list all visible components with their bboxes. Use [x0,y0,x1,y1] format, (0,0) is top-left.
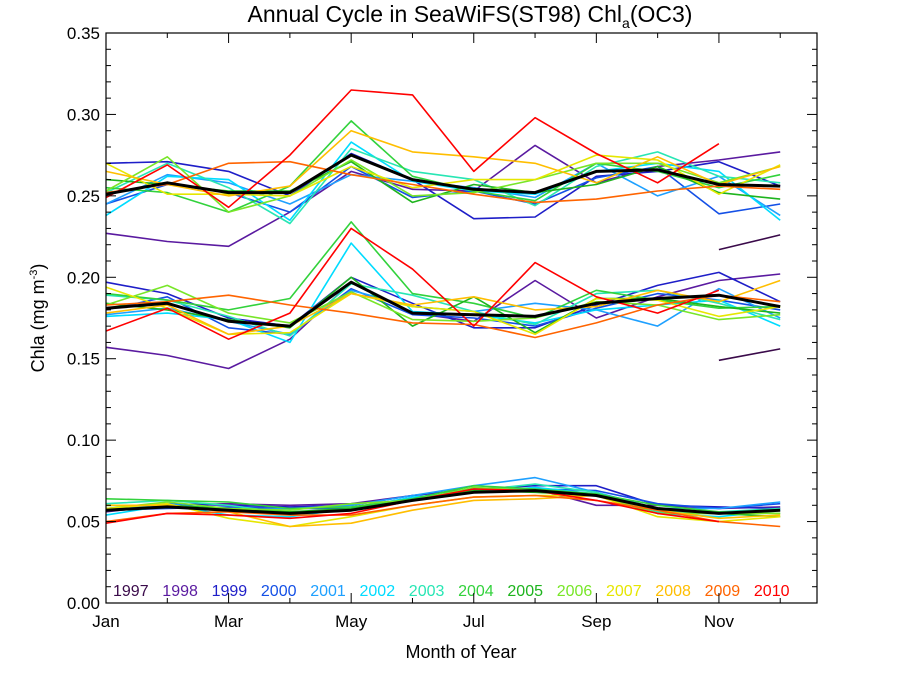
y-tick-label: 0.30 [67,105,100,124]
legend-entry-1998: 1998 [162,583,198,600]
y-tick-label: 0.05 [67,513,100,532]
series-line-2008-upper [105,129,781,197]
y-axis-label: Chla (mg m-3) [28,264,48,373]
legend-entry-2002: 2002 [360,583,396,600]
series-line-mean-lower [105,489,781,515]
x-tick-label: Mar [214,612,244,631]
series-line-2004-lower [105,484,781,515]
series-line-2009-lower [105,494,781,528]
y-tick-label: 0.00 [67,594,100,613]
legend-entry-1999: 1999 [212,583,248,600]
series-line-2006-middle [105,284,781,324]
legend: 1997 1998 1999 2000 2001 2002 2003 2004 2005 2006… [113,583,790,600]
x-tick-label: Nov [704,612,735,631]
legend-entry-2009: 2009 [705,583,741,600]
series-line-2003-upper [105,147,781,225]
legend-entry-2003: 2003 [409,583,445,600]
x-tick-label: Sep [581,612,611,631]
y-tick-label: 0.15 [67,350,100,369]
y-tick-label: 0.10 [67,431,100,450]
series-lines [105,89,781,528]
legend-entry-1997: 1997 [113,583,149,600]
legend-entry-2010: 2010 [754,583,790,600]
series-line-mean-middle [105,280,781,328]
series-line-1999-upper [105,152,781,220]
series-line-2002-upper [105,141,781,222]
series-line-2009-upper [105,160,781,204]
x-tick-label: Jan [92,612,119,631]
y-tick-label: 0.25 [67,187,100,206]
series-line-2009-middle [105,294,781,339]
y-tick-label: 0.35 [67,24,100,43]
plot-frame [105,32,818,604]
series-line-1997-upper [718,234,781,251]
x-tick-label: May [335,612,368,631]
legend-entry-2000: 2000 [261,583,297,600]
series-line-2010-upper [105,89,720,209]
chart-title: Annual Cycle in SeaWiFS(ST98) Chla(OC3) [248,1,693,31]
legend-entry-2001: 2001 [310,583,346,600]
series-line-2000-middle [105,287,781,336]
legend-entry-2008: 2008 [655,583,691,600]
legend-entry-2004: 2004 [458,583,494,600]
series-line-2008-middle [105,279,781,336]
series-line-mean-upper [105,153,781,196]
axes-ticks: 0.00 0.05 0.10 0.15 0.20 0.25 0.30 0.35 Jan Mar Ma… [67,24,817,631]
legend-entry-2006: 2006 [557,583,593,600]
series-line-1998-middle [105,273,781,370]
y-tick-label: 0.20 [67,268,100,287]
legend-entry-2007: 2007 [606,583,642,600]
series-line-1997-middle [718,348,781,362]
x-axis-label: Month of Year [405,642,516,662]
x-tick-label: Jul [463,612,485,631]
legend-entry-2005: 2005 [507,583,543,600]
